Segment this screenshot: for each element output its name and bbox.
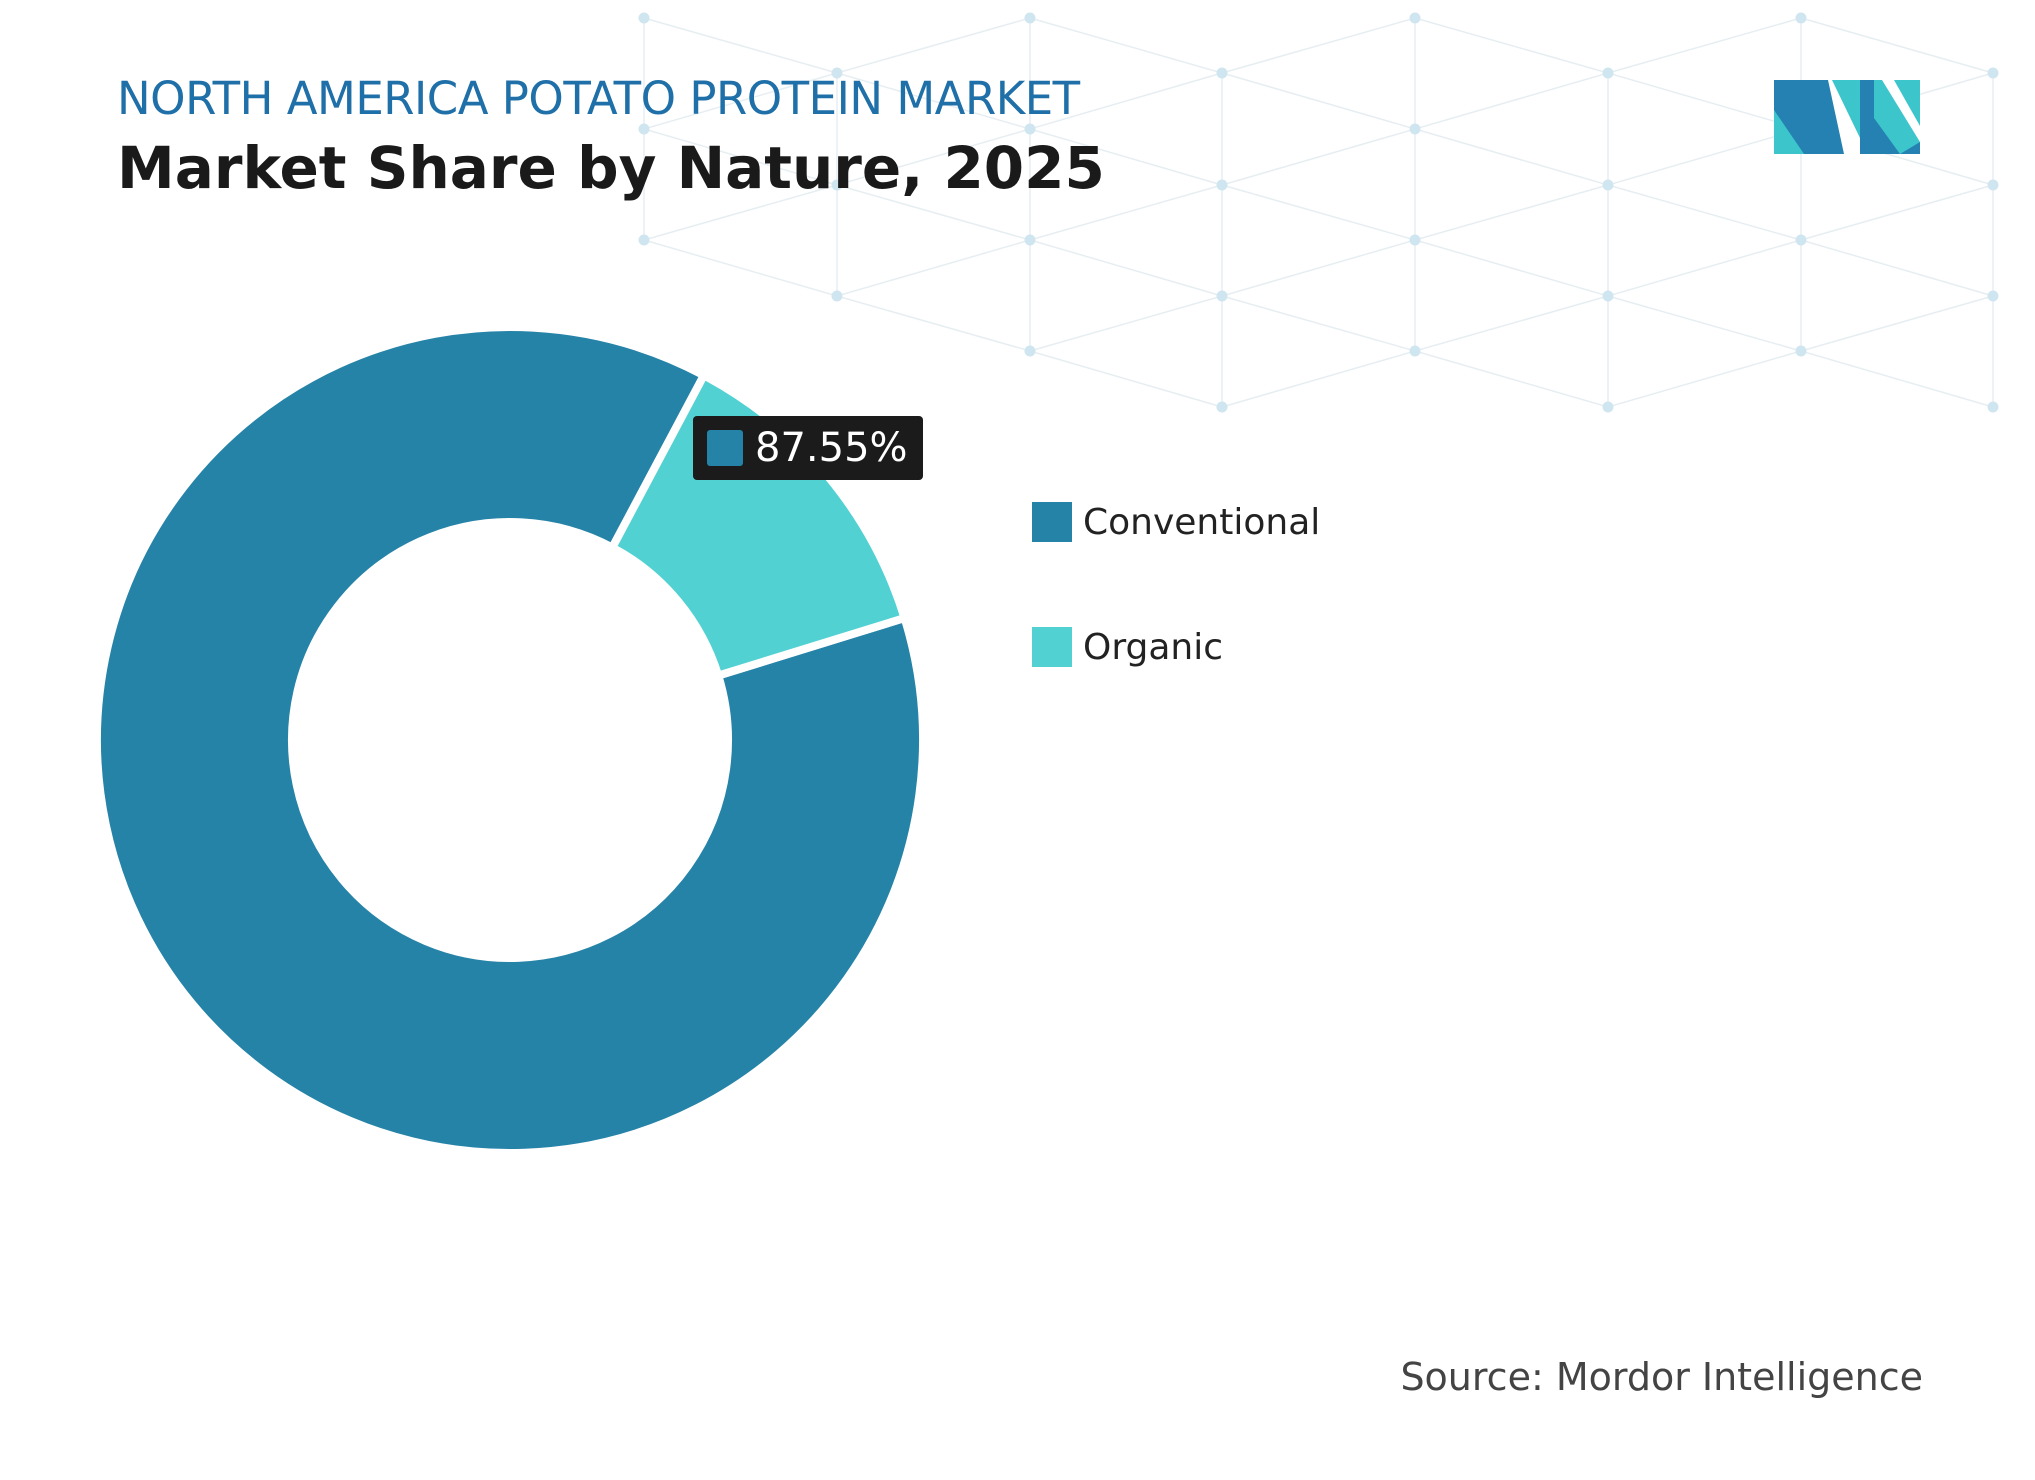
legend-label-organic: Organic <box>1083 626 1224 668</box>
donut-slice-conventional[interactable] <box>93 323 927 1157</box>
legend-swatch-conventional <box>1032 502 1072 542</box>
mordor-intelligence-logo-icon <box>1774 80 1920 154</box>
chart-title: Market Share by Nature, 2025 <box>117 134 1105 202</box>
data-label-swatch <box>707 430 743 466</box>
hex-grid <box>638 12 1999 413</box>
chart-supertitle: NORTH AMERICA POTATO PROTEIN MARKET <box>117 72 1080 125</box>
legend-item-conventional[interactable]: Conventional <box>1032 500 1320 544</box>
legend-swatch-organic <box>1032 627 1072 667</box>
chart-legend: Conventional Organic <box>1032 500 1320 750</box>
legend-label-conventional: Conventional <box>1083 501 1321 543</box>
data-label-text: 87.55% <box>755 425 908 471</box>
donut-chart: 87.55% <box>93 323 927 1157</box>
data-label-conventional: 87.55% <box>693 416 923 480</box>
source-credit: Source: Mordor Intelligence <box>1400 1355 1923 1399</box>
legend-item-organic[interactable]: Organic <box>1032 625 1320 669</box>
